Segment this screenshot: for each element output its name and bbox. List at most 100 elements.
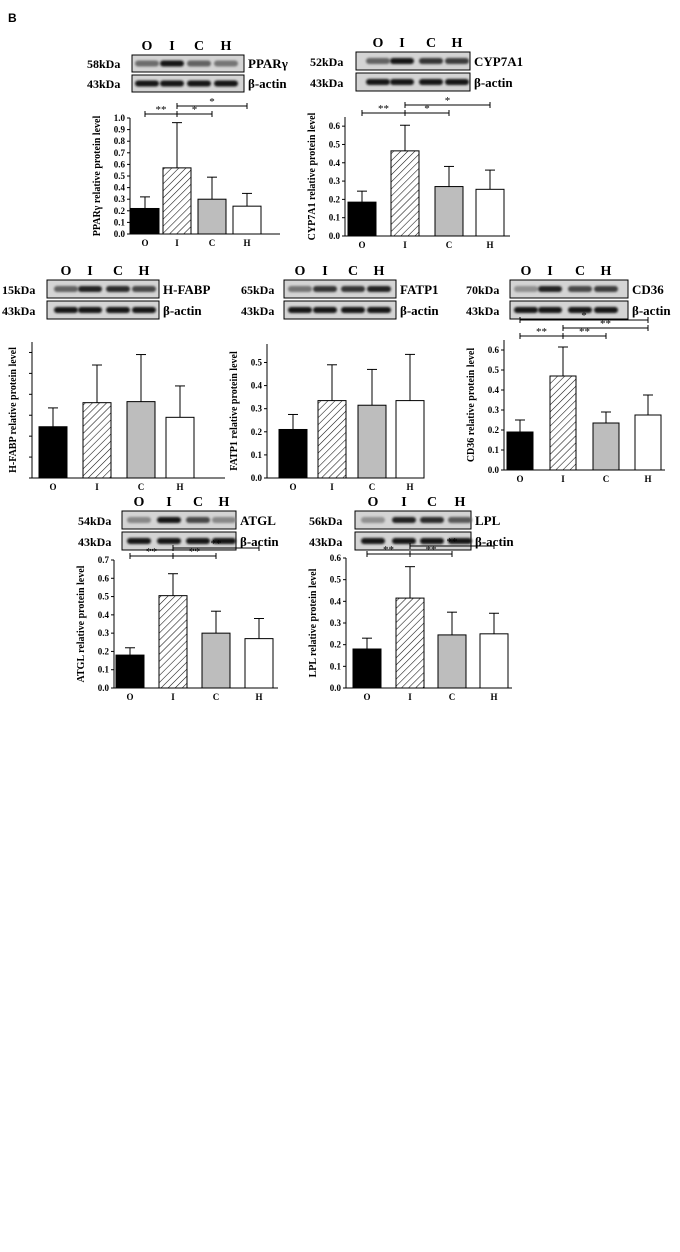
bar — [506, 431, 534, 471]
molecular-weight: 43kDa — [2, 304, 35, 318]
blot-band — [157, 538, 181, 544]
x-tick-label: I — [175, 238, 179, 248]
blot-band — [390, 58, 414, 64]
target-blot: 65kDa FATP1 — [241, 279, 439, 299]
blot-frame — [46, 300, 160, 320]
blot-band — [538, 286, 562, 292]
control-blot: 43kDa β-actin — [241, 300, 439, 320]
bar-group: H — [244, 618, 274, 702]
bar — [475, 188, 505, 237]
molecular-weight: 15kDa — [2, 283, 35, 297]
blot-band — [288, 286, 312, 292]
y-tick-label: 0.2 — [488, 425, 500, 435]
bar-group: C — [434, 165, 464, 250]
lane-label: H — [374, 264, 385, 279]
bar — [162, 167, 192, 235]
y-axis-label: CD36 relative protein level — [466, 348, 477, 463]
lane-label: H — [139, 264, 150, 279]
y-tick-label: 0.0 — [251, 473, 263, 483]
significance-bracket: ** — [562, 326, 607, 339]
lane-label: I — [166, 495, 171, 510]
significance-label: ** — [378, 103, 389, 115]
x-tick-label: I — [330, 482, 334, 492]
blot-band — [594, 307, 618, 313]
blot-band — [132, 286, 156, 292]
blot-band — [445, 79, 469, 85]
y-tick-label: 0.6 — [329, 121, 341, 131]
molecular-weight: 54kDa — [78, 514, 111, 528]
bar — [390, 150, 420, 237]
lane-label: O — [134, 495, 145, 510]
bar — [434, 186, 464, 237]
molecular-weight: 43kDa — [241, 304, 274, 318]
lane-label: H — [601, 264, 612, 279]
y-tick-label: 0.5 — [114, 171, 126, 181]
bar — [126, 401, 156, 479]
y-tick-label: 0.4 — [330, 596, 342, 606]
y-tick-label: 0.4 — [114, 183, 126, 193]
target-blot: 56kDa LPL — [309, 510, 501, 530]
protein-name: β-actin — [632, 303, 671, 318]
x-tick-label: I — [408, 692, 412, 702]
significance-label: ** — [146, 546, 157, 558]
y-tick-label: 0.1 — [98, 665, 110, 675]
fatp1-panel: O I C H 65kDa FATP1 43kDa β-actin 0.0 0.1 0.2 0.3 0.… — [229, 264, 439, 492]
bar — [347, 201, 377, 237]
bar-group: O — [38, 407, 68, 492]
significance-bracket: ** — [361, 103, 406, 116]
y-tick-label: 0.5 — [98, 592, 110, 602]
bar — [197, 198, 227, 235]
x-tick-label: O — [289, 482, 296, 492]
molecular-weight: 43kDa — [309, 535, 342, 549]
x-tick-label: O — [126, 692, 133, 702]
y-tick-label: 0.6 — [114, 159, 126, 169]
protein-name: β-actin — [248, 76, 287, 91]
lane-label: C — [348, 264, 358, 279]
blot-band — [214, 80, 238, 87]
lane-label: C — [575, 264, 585, 279]
y-tick-label: 0.6 — [488, 345, 500, 355]
bar-group: O — [115, 647, 145, 702]
axes: 0.0 0.1 0.2 0.3 0.4 0.5 0.6 CD36 relative prote… — [466, 340, 665, 475]
y-axis-label: FATP1 relative protein level — [229, 351, 240, 471]
lane-label: I — [401, 495, 406, 510]
protein-name: CD36 — [632, 282, 664, 297]
y-tick-label: 0.2 — [329, 194, 341, 204]
y-tick-label: 0.4 — [98, 610, 110, 620]
blot-band — [366, 58, 390, 64]
y-tick-label: 0.0 — [488, 465, 500, 475]
blot-band — [419, 79, 443, 85]
y-tick-label: 0.1 — [251, 450, 263, 460]
bar-group: H — [479, 612, 509, 702]
blot-band — [132, 307, 156, 313]
protein-name: PPARγ — [248, 56, 288, 71]
blot-band — [313, 307, 337, 313]
bar-group: I — [549, 346, 577, 484]
blot-band — [106, 286, 130, 292]
significance-bracket: ** — [562, 318, 649, 331]
molecular-weight: 56kDa — [309, 514, 342, 528]
significance-label: * — [209, 96, 215, 108]
bar-group: C — [592, 411, 620, 484]
blot-band — [419, 58, 443, 64]
bar-group: H — [232, 192, 262, 248]
lane-label: O — [142, 39, 153, 54]
x-tick-label: C — [369, 482, 376, 492]
bar-group: I — [162, 122, 192, 248]
bar-group: C — [201, 610, 231, 702]
bar — [317, 400, 347, 479]
protein-name: H-FABP — [163, 282, 210, 297]
x-tick-label: H — [176, 482, 183, 492]
bar-group: H — [475, 169, 505, 250]
blot-band — [157, 517, 181, 523]
control-blot: 43kDa β-actin — [310, 72, 513, 92]
x-tick-label: I — [95, 482, 99, 492]
x-tick-label: O — [358, 240, 365, 250]
bar-group: O — [506, 419, 534, 484]
target-blot: 70kDa CD36 — [466, 279, 664, 299]
y-tick-label: 0.2 — [330, 640, 342, 650]
